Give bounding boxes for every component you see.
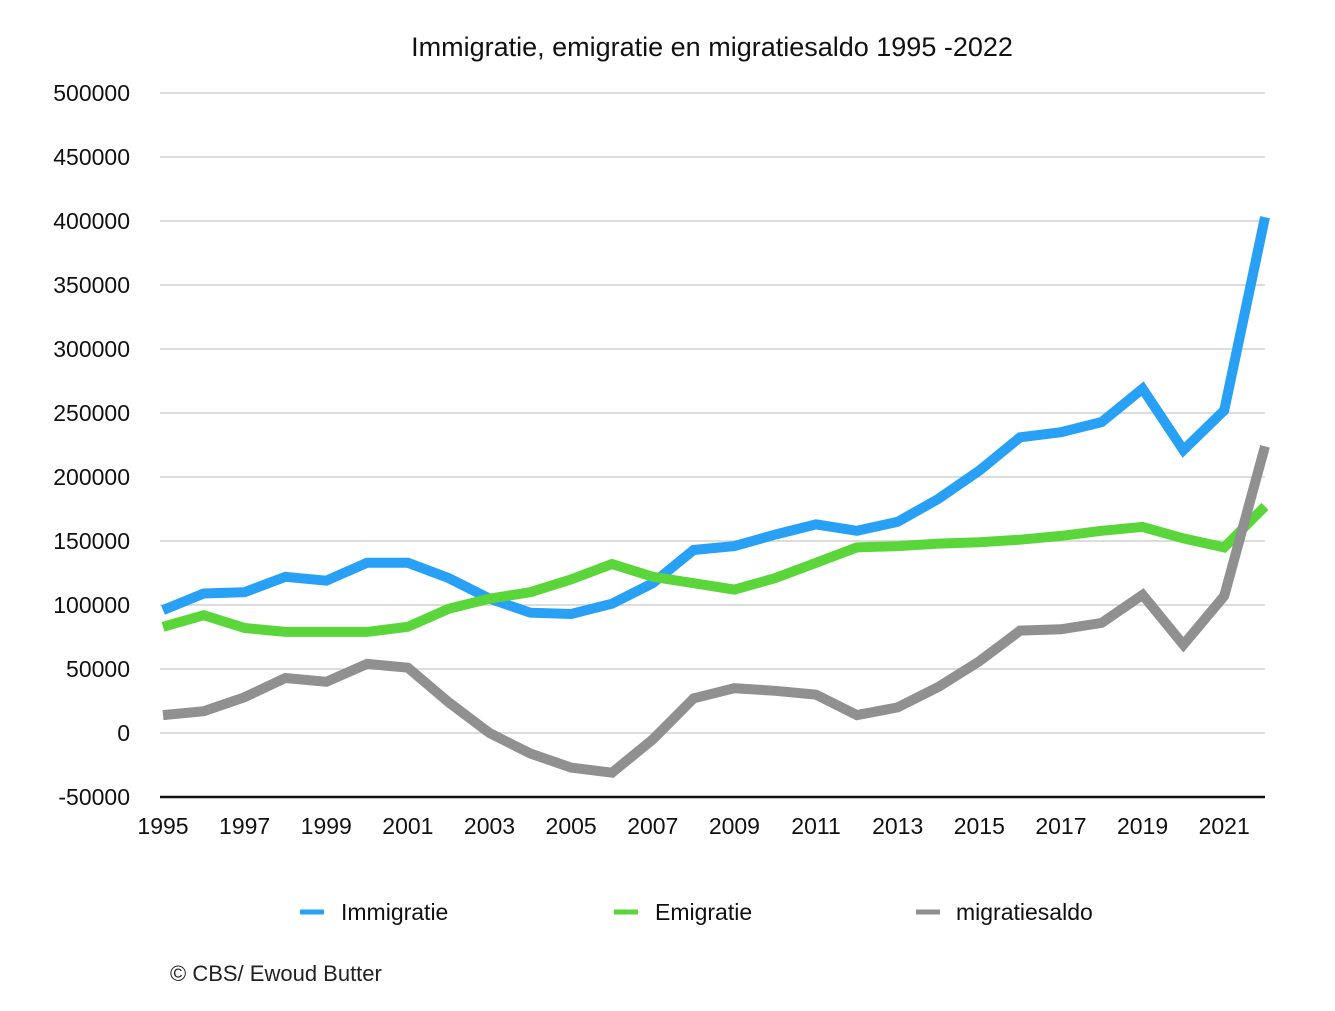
legend-label-emigratie: Emigratie bbox=[655, 899, 752, 925]
y-tick-label: 100000 bbox=[53, 592, 130, 618]
gridlines bbox=[160, 92, 1265, 734]
y-tick-label: 400000 bbox=[53, 208, 130, 234]
legend-item-migratiesaldo[interactable]: migratiesaldo bbox=[916, 899, 1093, 925]
x-tick-label: 2011 bbox=[791, 813, 840, 839]
x-tick-label: 1999 bbox=[301, 813, 352, 839]
y-tick-label: 300000 bbox=[53, 336, 130, 362]
y-tick-label: -50000 bbox=[58, 784, 130, 810]
series-line-emigratie bbox=[161, 502, 1269, 637]
y-tick-label: 450000 bbox=[53, 144, 130, 170]
y-axis-ticks: 5000004500004000003500003000002500002000… bbox=[53, 80, 130, 810]
chart-title: Immigratie, emigratie en migratiesaldo 1… bbox=[411, 32, 1013, 62]
y-tick-label: 250000 bbox=[53, 400, 130, 426]
x-tick-label: 2009 bbox=[709, 813, 760, 839]
x-tick-label: 1997 bbox=[219, 813, 270, 839]
y-tick-label: 150000 bbox=[53, 528, 130, 554]
series-line-migratiesaldo bbox=[162, 444, 1270, 778]
legend: Immigratie Emigratie migratiesaldo bbox=[300, 899, 1093, 925]
x-tick-label: 2019 bbox=[1117, 813, 1168, 839]
y-tick-label: 200000 bbox=[53, 464, 130, 490]
y-tick-label: 350000 bbox=[53, 272, 130, 298]
x-tick-label: 1995 bbox=[137, 813, 188, 839]
legend-item-immigratie[interactable]: Immigratie bbox=[300, 899, 448, 925]
x-tick-label: 2017 bbox=[1035, 813, 1086, 839]
x-tick-label: 2005 bbox=[546, 813, 597, 839]
x-tick-label: 2015 bbox=[954, 813, 1005, 839]
y-tick-label: 500000 bbox=[53, 80, 130, 106]
x-tick-label: 2007 bbox=[627, 813, 678, 839]
series-line-immigratie bbox=[161, 216, 1270, 620]
legend-label-immigratie: Immigratie bbox=[341, 899, 448, 925]
series-lines bbox=[161, 216, 1270, 778]
legend-label-migratiesaldo: migratiesaldo bbox=[956, 899, 1093, 925]
y-tick-label: 0 bbox=[117, 720, 130, 746]
copyright-credit: © CBS/ Ewoud Butter bbox=[170, 961, 382, 986]
legend-item-emigratie[interactable]: Emigratie bbox=[614, 899, 752, 925]
y-tick-label: 50000 bbox=[66, 656, 130, 682]
x-axis-ticks: 1995 1997 1999 2001 2003 2005 2007 2009 2011 2013… bbox=[137, 813, 1249, 839]
x-tick-label: 2021 bbox=[1199, 813, 1250, 839]
x-tick-label: 2003 bbox=[464, 813, 515, 839]
x-tick-label: 2013 bbox=[872, 813, 923, 839]
x-tick-label: 2001 bbox=[382, 813, 433, 839]
